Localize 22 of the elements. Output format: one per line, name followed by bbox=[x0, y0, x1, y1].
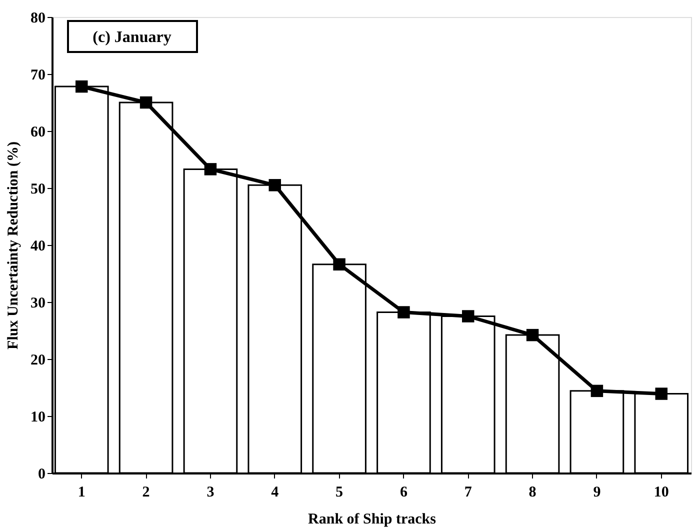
y-tick-label: 60 bbox=[30, 124, 46, 140]
y-tick-label: 80 bbox=[30, 10, 46, 26]
y-tick-label: 40 bbox=[30, 238, 46, 254]
y-tick-label: 50 bbox=[30, 182, 46, 198]
y-tick-label: 0 bbox=[38, 466, 46, 482]
y-tick-label: 20 bbox=[30, 352, 46, 368]
x-tick-label: 3 bbox=[206, 484, 214, 500]
x-tick-label: 2 bbox=[142, 484, 150, 500]
x-tick-label: 9 bbox=[593, 484, 601, 500]
y-axis-title: Flux Uncertainty Reduction (%) bbox=[6, 142, 22, 350]
x-tick-label: 5 bbox=[336, 484, 344, 500]
x-tick-label: 6 bbox=[400, 484, 408, 500]
x-tick-label: 8 bbox=[528, 484, 536, 500]
y-tick-label: 10 bbox=[30, 410, 46, 426]
y-tick-label: 30 bbox=[30, 296, 46, 312]
y-tick-label: 70 bbox=[30, 68, 46, 84]
annotation: (c) January bbox=[92, 29, 172, 46]
x-tick-label: 4 bbox=[271, 484, 280, 500]
x-axis-title: Rank of Ship tracks bbox=[308, 512, 436, 528]
x-tick-label: 10 bbox=[654, 484, 669, 500]
x-tick-label: 7 bbox=[464, 484, 472, 500]
x-tick-label: 1 bbox=[78, 484, 86, 500]
